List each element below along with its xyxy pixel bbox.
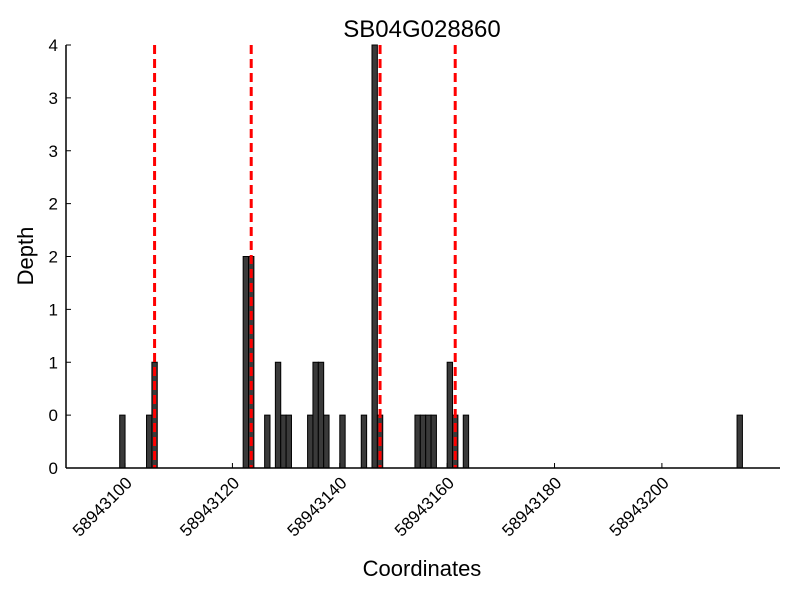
x-tick-label-4: 58943180 (498, 473, 565, 540)
bar-5 (264, 414, 271, 469)
bar-12 (323, 414, 330, 469)
bar-14 (360, 414, 368, 469)
y-tick-label-1: 0 (49, 406, 58, 425)
x-tick-label-5: 58943200 (606, 473, 673, 540)
bar-19 (425, 414, 432, 469)
x-tick-label-2: 58943140 (284, 473, 351, 540)
bar-21 (446, 361, 454, 469)
bar-20 (430, 414, 437, 469)
bar-1 (146, 414, 153, 469)
bar-18 (419, 414, 427, 469)
x-tick-label-0: 58943100 (69, 473, 136, 540)
x-axis-label: Coordinates (363, 556, 482, 581)
bar-8 (285, 414, 292, 469)
bar-23 (462, 414, 470, 469)
bar-7 (280, 414, 287, 469)
bar-17 (414, 414, 421, 469)
bar-6 (274, 361, 282, 469)
y-tick-label-5: 2 (49, 195, 58, 214)
markers-layer (153, 45, 457, 468)
y-tick-label-8: 4 (49, 36, 58, 55)
bar-13 (339, 414, 346, 469)
bar-3 (242, 256, 250, 469)
bar-9 (307, 414, 314, 469)
chart-title: SB04G028860 (343, 16, 500, 43)
bar-15 (371, 44, 378, 469)
y-tick-label-3: 1 (49, 300, 58, 319)
bars-layer (119, 44, 743, 469)
y-axis-label: Depth (13, 227, 38, 286)
y-tick-label-6: 3 (49, 142, 58, 161)
x-tick-label-3: 58943160 (391, 473, 458, 540)
y-tick-label-4: 2 (49, 248, 58, 267)
bar-10 (312, 361, 319, 469)
y-tick-label-0: 0 (49, 459, 58, 478)
bar-24 (736, 414, 743, 469)
bar-0 (119, 414, 126, 469)
y-tick-label-2: 1 (49, 353, 58, 372)
bar-11 (317, 361, 325, 469)
x-tick-label-1: 58943120 (176, 473, 243, 540)
y-tick-label-7: 3 (49, 89, 58, 108)
axes: 0 0 1 1 2 2 3 3 4 58943100 58943120 58943140 5894316… (49, 36, 780, 540)
